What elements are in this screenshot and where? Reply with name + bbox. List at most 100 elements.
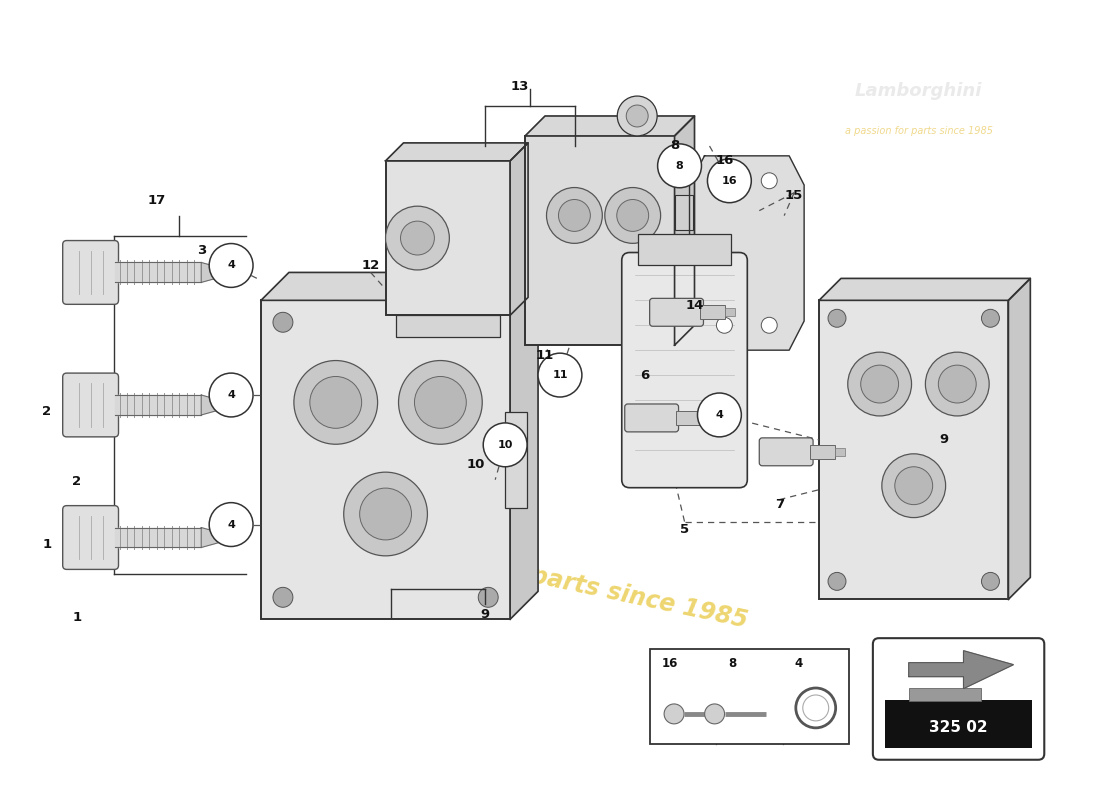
- FancyBboxPatch shape: [650, 298, 704, 326]
- Circle shape: [605, 187, 661, 243]
- Bar: [650, 649, 849, 744]
- Circle shape: [894, 466, 933, 505]
- Circle shape: [716, 318, 733, 334]
- Text: 16: 16: [715, 154, 734, 167]
- Circle shape: [707, 159, 751, 202]
- Text: 8: 8: [670, 139, 679, 152]
- Text: a passion for parts since 1985: a passion for parts since 1985: [845, 126, 992, 136]
- FancyBboxPatch shape: [873, 638, 1044, 760]
- Text: 1: 1: [42, 538, 52, 551]
- Text: 7: 7: [774, 498, 784, 511]
- Polygon shape: [201, 527, 219, 547]
- Circle shape: [664, 704, 684, 724]
- Polygon shape: [386, 143, 528, 161]
- Text: 6: 6: [640, 369, 649, 382]
- Circle shape: [626, 105, 648, 127]
- Polygon shape: [510, 273, 538, 619]
- Circle shape: [860, 365, 899, 403]
- Text: 16: 16: [661, 657, 678, 670]
- Circle shape: [209, 243, 253, 287]
- Text: 4: 4: [228, 261, 235, 270]
- Bar: [725, 308, 736, 316]
- Text: 4: 4: [228, 519, 235, 530]
- FancyBboxPatch shape: [63, 506, 119, 570]
- Text: 10: 10: [497, 440, 513, 450]
- Text: 325 02: 325 02: [930, 720, 988, 735]
- Circle shape: [795, 688, 836, 728]
- Circle shape: [209, 373, 253, 417]
- Text: 4: 4: [228, 390, 235, 400]
- Polygon shape: [525, 116, 694, 136]
- Circle shape: [478, 312, 498, 332]
- Circle shape: [617, 96, 657, 136]
- Polygon shape: [201, 262, 219, 282]
- Text: 11: 11: [536, 349, 554, 362]
- Text: 2: 2: [42, 406, 52, 418]
- Circle shape: [938, 365, 976, 403]
- Text: 15: 15: [785, 190, 803, 202]
- Bar: [909, 687, 980, 701]
- Text: 8: 8: [675, 161, 683, 171]
- Polygon shape: [690, 156, 804, 350]
- FancyBboxPatch shape: [63, 373, 119, 437]
- Text: 4: 4: [715, 410, 724, 420]
- Text: 16: 16: [722, 176, 737, 186]
- Bar: [638, 234, 732, 266]
- Polygon shape: [1009, 278, 1031, 599]
- Circle shape: [398, 361, 482, 444]
- Bar: [675, 411, 701, 425]
- Polygon shape: [261, 273, 538, 300]
- Bar: [386, 161, 510, 315]
- Text: 2: 2: [73, 475, 81, 488]
- Text: 14: 14: [685, 299, 704, 312]
- Bar: [701, 306, 725, 319]
- Text: 5: 5: [680, 523, 689, 536]
- Circle shape: [400, 221, 434, 255]
- Circle shape: [981, 572, 1000, 590]
- Text: 10: 10: [466, 458, 484, 471]
- Text: 13: 13: [510, 79, 529, 93]
- FancyBboxPatch shape: [63, 241, 119, 304]
- Circle shape: [848, 352, 912, 416]
- Circle shape: [538, 353, 582, 397]
- Circle shape: [478, 587, 498, 607]
- Circle shape: [761, 318, 778, 334]
- Circle shape: [828, 310, 846, 327]
- Circle shape: [360, 488, 411, 540]
- Circle shape: [483, 423, 527, 466]
- Circle shape: [925, 352, 989, 416]
- Text: 11: 11: [552, 370, 568, 380]
- Circle shape: [882, 454, 946, 518]
- Text: 4: 4: [794, 657, 803, 670]
- Bar: [525, 136, 674, 345]
- Bar: [261, 300, 510, 619]
- Bar: [884, 699, 1032, 748]
- Bar: [505, 412, 527, 508]
- Bar: [810, 445, 835, 458]
- Circle shape: [415, 377, 466, 428]
- Circle shape: [697, 393, 741, 437]
- Text: Lamborghini: Lamborghini: [855, 82, 982, 100]
- Circle shape: [273, 587, 293, 607]
- Circle shape: [273, 312, 293, 332]
- Circle shape: [386, 206, 450, 270]
- Text: 9: 9: [481, 608, 490, 621]
- Circle shape: [705, 704, 725, 724]
- Circle shape: [803, 695, 828, 721]
- Bar: [835, 448, 845, 456]
- Bar: [674, 195, 693, 230]
- Circle shape: [658, 144, 702, 188]
- FancyBboxPatch shape: [759, 438, 813, 466]
- Circle shape: [559, 199, 591, 231]
- Text: 1: 1: [73, 610, 81, 624]
- Polygon shape: [674, 116, 694, 345]
- Circle shape: [294, 361, 377, 444]
- Circle shape: [617, 199, 649, 231]
- FancyBboxPatch shape: [621, 253, 747, 488]
- Circle shape: [343, 472, 428, 556]
- Polygon shape: [201, 395, 219, 415]
- Polygon shape: [909, 650, 1013, 689]
- Circle shape: [716, 173, 733, 189]
- Circle shape: [981, 310, 1000, 327]
- Bar: [701, 414, 711, 422]
